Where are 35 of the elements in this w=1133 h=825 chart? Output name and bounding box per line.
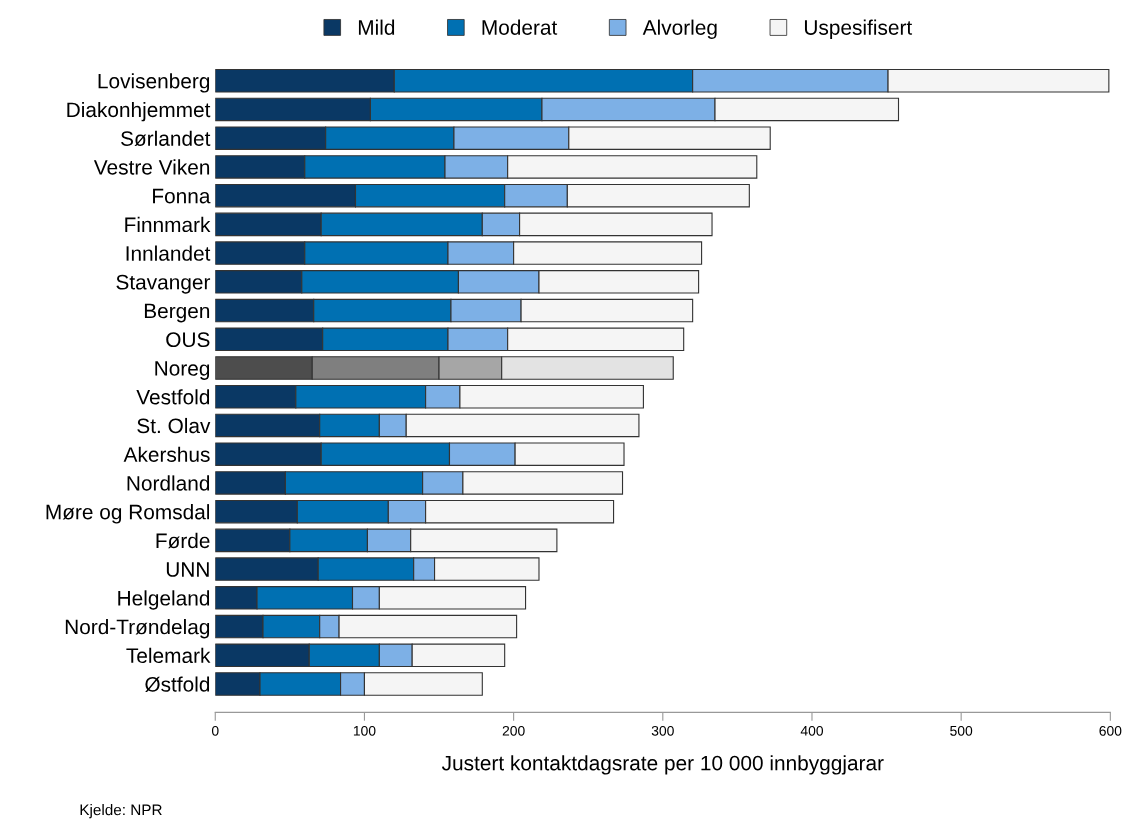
- y-tick-label: Finnmark: [125, 216, 211, 233]
- y-tick-label: St. Olav: [137, 417, 211, 434]
- y-tick-label: Møre og Romsdal: [46, 504, 210, 524]
- legend-label: Mild: [358, 19, 395, 35]
- y-tick-label: Førde: [156, 532, 210, 549]
- text: Kjelde: NPR: [80, 804, 162, 819]
- x-tick-label: 300: [651, 725, 674, 736]
- legend-label: Moderat: [482, 19, 558, 35]
- y-tick-label: Vestfold: [136, 389, 210, 405]
- x-tick-label: 0: [211, 725, 219, 736]
- x-tick-label: 400: [800, 725, 824, 736]
- y-tick-label: Telemark: [126, 647, 211, 664]
- x-tick-label: 100: [353, 725, 376, 736]
- x-tick-label: 500: [950, 725, 973, 736]
- x-tick-label: 200: [502, 725, 525, 736]
- y-tick-label: Stavanger: [116, 274, 211, 294]
- y-tick-label: Diakonhjemmet: [67, 101, 211, 122]
- x-tick-label: 600: [1099, 725, 1122, 736]
- y-tick-label: Fonna: [153, 188, 211, 204]
- y-tick-label: Bergen: [144, 303, 210, 323]
- y-tick-label: Helgeland: [118, 590, 210, 610]
- y-tick-label: Vestre Viken: [93, 159, 210, 175]
- y-tick-label: Noreg: [155, 361, 210, 380]
- y-tick-label: Akershus: [123, 446, 210, 462]
- legend-label: Alvorleg: [642, 19, 717, 39]
- y-tick-label: Sørlandet: [121, 130, 211, 147]
- y-tick-label: Østfold: [145, 676, 210, 693]
- y-tick-label: Lovisenberg: [98, 73, 210, 93]
- y-tick-label: Nordland: [127, 475, 210, 491]
- y-tick-label: OUS: [166, 332, 210, 348]
- legend-label: Uspesifisert: [804, 19, 913, 39]
- y-tick-label: Nord-Trøndelag: [65, 619, 210, 639]
- y-tick-label: Innlandet: [126, 245, 211, 261]
- x-axis-title: Justert kontaktdagsrate per 10 000 innbyggjarar: [441, 755, 884, 775]
- y-tick-label: UNN: [166, 562, 209, 577]
